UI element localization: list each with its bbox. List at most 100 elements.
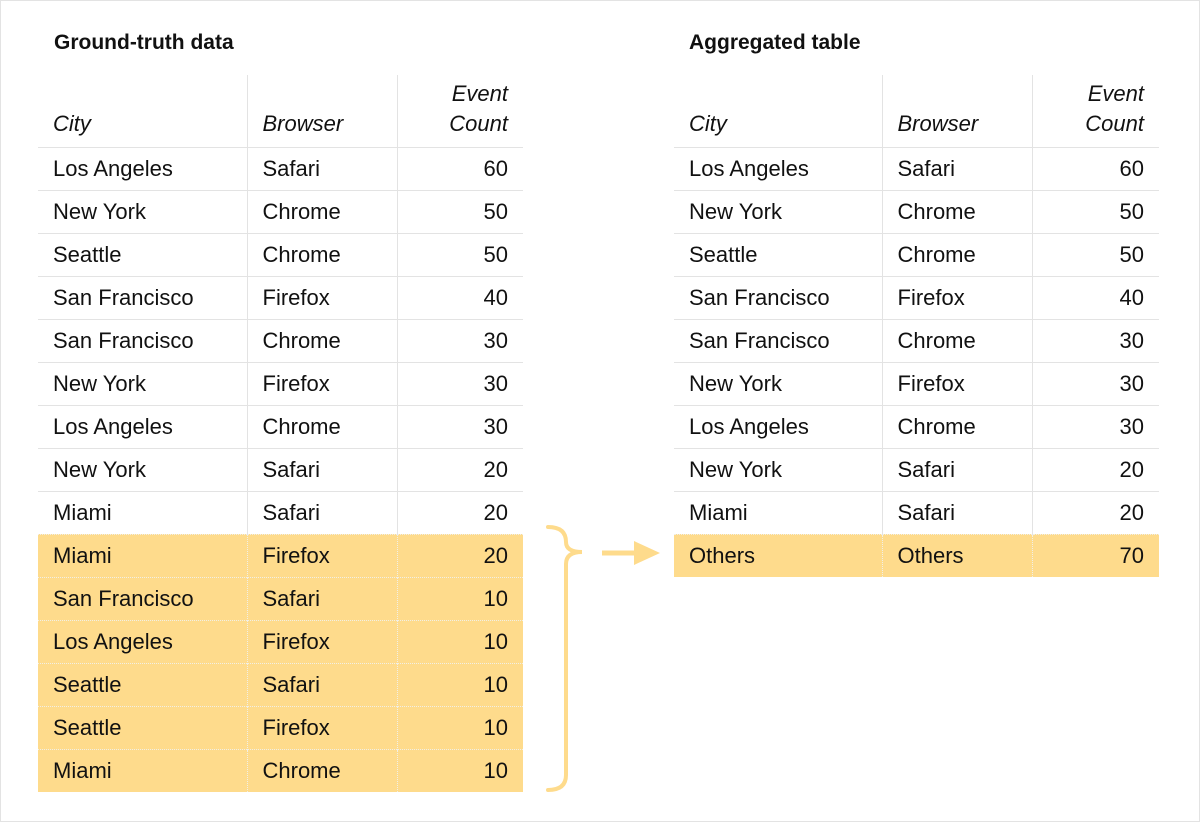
cell-browser: Chrome <box>246 318 397 362</box>
cell-event-count: 50 <box>396 232 523 276</box>
cell-browser: Firefox <box>246 275 397 319</box>
cell-browser: Firefox <box>881 275 1032 319</box>
table-row: New York Firefox 30 <box>674 361 1159 405</box>
cell-event-count: 60 <box>1031 146 1159 190</box>
cell-browser: Chrome <box>246 404 397 448</box>
cell-event-count: 10 <box>396 576 523 620</box>
cell-event-count: 10 <box>396 662 523 706</box>
cell-city: Seattle <box>38 705 247 749</box>
table-row: Seattle Safari 10 <box>38 662 523 706</box>
cell-city: Los Angeles <box>38 404 247 448</box>
cell-city: New York <box>38 361 247 405</box>
cell-event-count: 30 <box>396 318 523 362</box>
cell-city: Seattle <box>674 232 882 276</box>
table-row: Others Others 70 <box>674 533 1159 577</box>
cell-city: Miami <box>674 490 882 534</box>
table-row: Los Angeles Firefox 10 <box>38 619 523 663</box>
cell-city: San Francisco <box>674 275 882 319</box>
cell-browser: Safari <box>246 490 397 534</box>
cell-browser: Chrome <box>881 318 1032 362</box>
cell-event-count: 50 <box>396 189 523 233</box>
table-row: New York Firefox 30 <box>38 361 523 405</box>
column-header-city: City <box>53 110 91 136</box>
cell-event-count: 50 <box>1031 189 1159 233</box>
curly-brace-icon <box>546 525 583 792</box>
table-row: Seattle Chrome 50 <box>674 232 1159 276</box>
column-header-browser: Browser <box>881 75 1032 147</box>
table-row: Los Angeles Chrome 30 <box>38 404 523 448</box>
table-row: San Francisco Firefox 40 <box>38 275 523 319</box>
table-row: Miami Safari 20 <box>38 490 523 534</box>
cell-event-count: 20 <box>396 447 523 491</box>
cell-browser: Firefox <box>246 705 397 749</box>
table-row: New York Safari 20 <box>38 447 523 491</box>
table-row: Miami Safari 20 <box>674 490 1159 534</box>
cell-browser: Safari <box>246 447 397 491</box>
cell-city: San Francisco <box>38 275 247 319</box>
cell-city: New York <box>38 447 247 491</box>
table-row: San Francisco Safari 10 <box>38 576 523 620</box>
cell-event-count: 40 <box>1031 275 1159 319</box>
cell-event-count: 40 <box>396 275 523 319</box>
cell-event-count: 30 <box>396 404 523 448</box>
cell-city: New York <box>38 189 247 233</box>
cell-city: New York <box>674 189 882 233</box>
cell-event-count: 20 <box>1031 447 1159 491</box>
cell-city: Seattle <box>38 662 247 706</box>
cell-city: Others <box>674 533 882 577</box>
cell-browser: Chrome <box>881 189 1032 233</box>
cell-event-count: 30 <box>396 361 523 405</box>
cell-event-count: 20 <box>396 533 523 577</box>
cell-city: Los Angeles <box>674 404 882 448</box>
column-header-city: City <box>689 110 727 136</box>
column-header-event-count: Event Count <box>1031 75 1159 147</box>
cell-browser: Safari <box>881 447 1032 491</box>
cell-city: Seattle <box>38 232 247 276</box>
column-header-event-count: Event Count <box>396 75 523 147</box>
cell-event-count: 10 <box>396 619 523 663</box>
cell-browser: Safari <box>881 146 1032 190</box>
cell-browser: Safari <box>246 662 397 706</box>
cell-event-count: 30 <box>1031 404 1159 448</box>
table-row: Seattle Firefox 10 <box>38 705 523 749</box>
cell-city: San Francisco <box>38 576 247 620</box>
table-row: Miami Chrome 10 <box>38 748 523 792</box>
cell-city: Miami <box>38 533 247 577</box>
cell-browser: Chrome <box>881 232 1032 276</box>
cell-browser: Safari <box>246 576 397 620</box>
cell-city: New York <box>674 447 882 491</box>
cell-city: Los Angeles <box>38 146 247 190</box>
ground-truth-table: City Browser Event Count Los Angeles Safa… <box>38 75 523 792</box>
cell-city: New York <box>674 361 882 405</box>
cell-browser: Others <box>881 533 1032 577</box>
cell-event-count: 20 <box>1031 490 1159 534</box>
cell-event-count: 30 <box>1031 361 1159 405</box>
cell-event-count: 70 <box>1031 533 1159 577</box>
cell-city: San Francisco <box>674 318 882 362</box>
cell-browser: Chrome <box>246 748 397 792</box>
table-row: New York Safari 20 <box>674 447 1159 491</box>
table-row: Los Angeles Safari 60 <box>38 146 523 190</box>
cell-event-count: 30 <box>1031 318 1159 362</box>
table-row: Los Angeles Safari 60 <box>674 146 1159 190</box>
table-row: San Francisco Firefox 40 <box>674 275 1159 319</box>
cell-browser: Chrome <box>246 189 397 233</box>
cell-city: Los Angeles <box>674 146 882 190</box>
cell-city: Los Angeles <box>38 619 247 663</box>
cell-city: San Francisco <box>38 318 247 362</box>
cell-event-count: 60 <box>396 146 523 190</box>
aggregated-table: City Browser Event Count Los Angeles Safa… <box>674 75 1159 577</box>
cell-browser: Firefox <box>246 361 397 405</box>
cell-event-count: 50 <box>1031 232 1159 276</box>
cell-browser: Chrome <box>881 404 1032 448</box>
arrow-right-icon <box>634 541 660 565</box>
cell-event-count: 10 <box>396 748 523 792</box>
cell-browser: Firefox <box>246 533 397 577</box>
cell-browser: Chrome <box>246 232 397 276</box>
column-header-browser: Browser <box>246 75 397 147</box>
cell-event-count: 10 <box>396 705 523 749</box>
table-row: Seattle Chrome 50 <box>38 232 523 276</box>
cell-browser: Safari <box>881 490 1032 534</box>
cell-browser: Safari <box>246 146 397 190</box>
